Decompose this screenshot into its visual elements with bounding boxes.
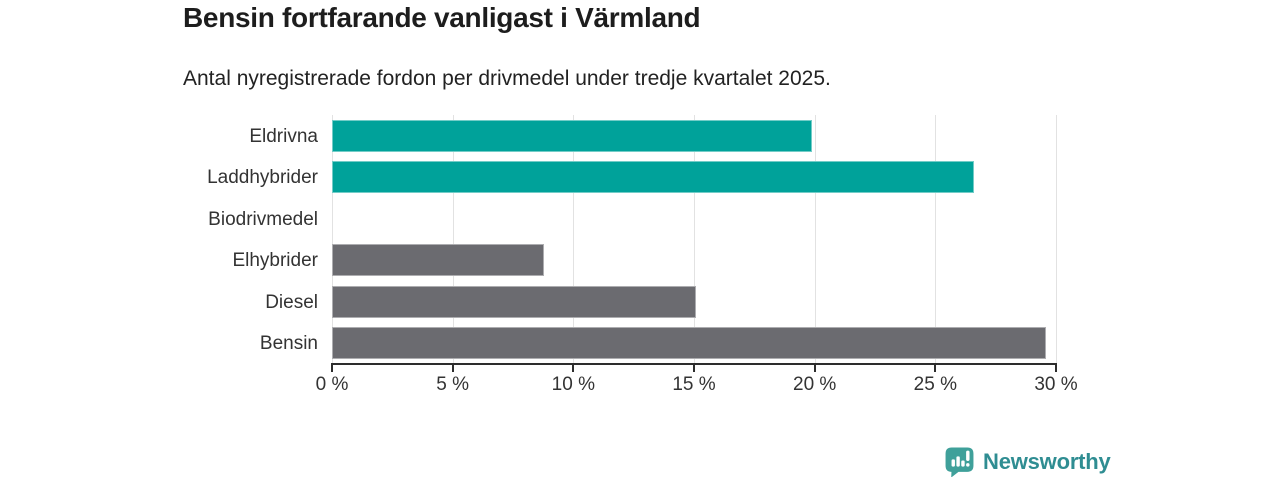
gridline: [814, 115, 816, 364]
bar-elhybrider: [332, 244, 545, 277]
gridline: [452, 115, 454, 364]
x-axis-tick-label: 5 %: [436, 374, 470, 395]
x-axis-tick: [1055, 363, 1057, 372]
bar-bensin: [332, 327, 1047, 360]
x-axis-tick: [813, 363, 816, 372]
category-label-biodrivmedel: Biodrivmedel: [208, 208, 318, 230]
category-label-laddhybrider: Laddhybrider: [207, 167, 318, 189]
gridline: [573, 115, 575, 364]
category-label-elhybrider: Elhybrider: [232, 250, 318, 272]
gridline: [935, 115, 937, 364]
x-axis-tick: [693, 363, 695, 372]
x-axis-tick-label: 0 %: [315, 374, 349, 395]
newsworthy-logo: Newsworthy: [944, 446, 1111, 477]
bar-laddhybrider: [332, 161, 974, 194]
gridline: [1056, 115, 1057, 364]
chart-title: Bensin fortfarande vanligast i Värmland: [183, 2, 701, 33]
category-label-eldrivna: Eldrivna: [249, 125, 318, 147]
chart-subtitle: Antal nyregistrerade fordon per drivmede…: [183, 67, 831, 90]
bar-eldrivna: [332, 119, 813, 152]
x-axis-tick-label: 20 %: [793, 374, 837, 395]
plot-area: [332, 115, 1057, 364]
category-label-bensin: Bensin: [259, 333, 318, 355]
x-axis-tick: [331, 363, 333, 372]
x-axis-tick-label: 10 %: [551, 374, 595, 395]
gridline: [332, 115, 333, 364]
x-axis-tick-label: 25 %: [913, 374, 957, 395]
x-axis-tick: [451, 363, 454, 372]
x-axis-tick-label: 30 %: [1034, 374, 1078, 395]
x-axis-tick-label: 15 %: [672, 374, 716, 395]
x-axis-tick: [934, 363, 937, 372]
newsworthy-chart-bubble-icon: [945, 447, 974, 477]
gridline: [694, 115, 695, 364]
bar-diesel: [332, 285, 697, 318]
category-label-diesel: Diesel: [265, 291, 318, 313]
x-axis-tick: [572, 363, 575, 372]
newsworthy-wordmark: Newsworthy: [983, 448, 1111, 474]
